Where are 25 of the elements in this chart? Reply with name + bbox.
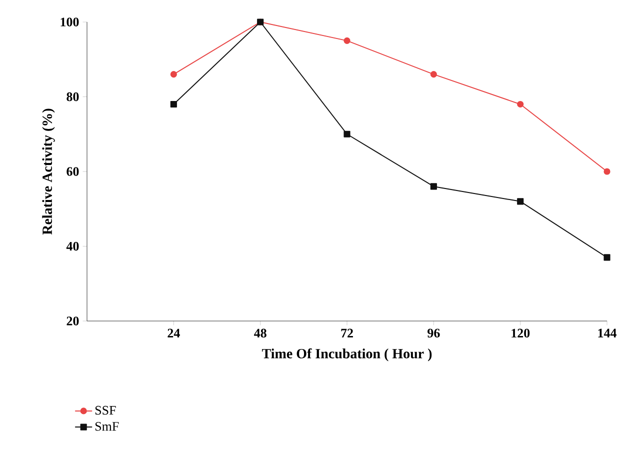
x-tick-label: 96 (428, 328, 440, 338)
point (170, 71, 177, 78)
y-tick-label: 100 (60, 18, 79, 26)
x-tick-label: 24 (168, 328, 180, 338)
x-tick-label: 72 (341, 328, 353, 338)
y-tick-label: 60 (66, 167, 79, 176)
y-tick-label: 80 (66, 92, 79, 102)
x-tick-label: 144 (598, 328, 617, 338)
point (517, 198, 524, 205)
y-tick-label: 20 (66, 316, 79, 326)
point (604, 254, 610, 261)
point (344, 130, 350, 138)
x-axis-title: Time Of Incubation ( Hour ) (262, 348, 432, 362)
legend-label: SmF (95, 422, 119, 431)
legend-label: SSF (95, 406, 116, 415)
y-axis-title: Relative Activity (%) (42, 108, 55, 235)
point (170, 100, 177, 108)
point (344, 37, 350, 44)
x-tick-label: 120 (512, 328, 530, 338)
point (604, 168, 610, 175)
point (430, 183, 437, 190)
x-tick-label: 48 (254, 328, 266, 338)
y-tick-label: 40 (66, 242, 79, 251)
point (517, 100, 524, 108)
point (430, 71, 437, 78)
